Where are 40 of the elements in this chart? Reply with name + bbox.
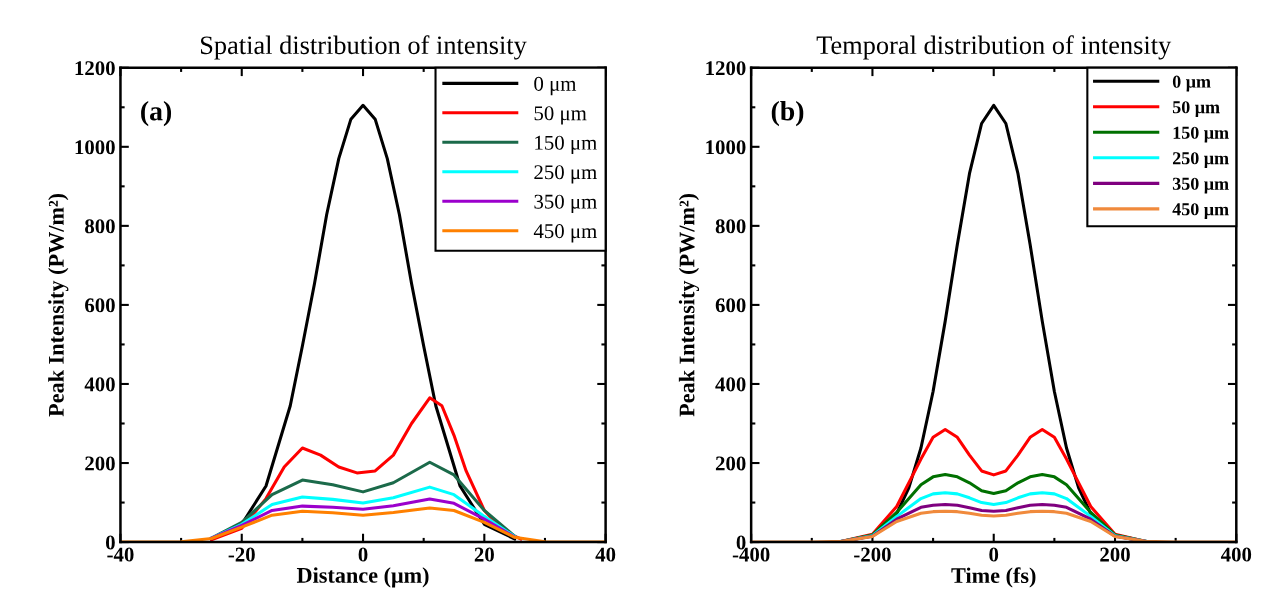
y-tick-label: 1000 bbox=[706, 140, 746, 155]
legend-label: 0 μm bbox=[1172, 75, 1211, 92]
y-tick-label: 1000 bbox=[75, 140, 115, 155]
legend-label: 250 μm bbox=[534, 165, 597, 184]
y-tick-label: 1200 bbox=[706, 61, 746, 76]
y-tick-label: 600 bbox=[85, 298, 115, 313]
legend-label: 450 μm bbox=[533, 224, 597, 243]
x-tick-label: 0 bbox=[989, 547, 999, 562]
legend-label: 450 μm bbox=[1172, 203, 1229, 220]
y-tick-label: 200 bbox=[85, 456, 115, 471]
legend-label: 150 μm bbox=[1173, 126, 1229, 143]
y-tick-label: 200 bbox=[715, 456, 746, 471]
legend-label: 350 μm bbox=[1172, 177, 1229, 194]
x-tick-label: 400 bbox=[1220, 547, 1252, 562]
chart-title: Spatial distribution of intensity bbox=[200, 35, 527, 60]
x-axis-title: Distance (μm) bbox=[296, 567, 429, 588]
legend-label: 50 μm bbox=[534, 106, 587, 125]
legend-label: 150 μm bbox=[535, 135, 597, 155]
x-tick-label: -200 bbox=[854, 547, 891, 562]
x-tick-label: 40 bbox=[595, 547, 616, 562]
legend-label: 350 μm bbox=[534, 194, 597, 213]
legend-label: 50 μm bbox=[1172, 101, 1220, 117]
y-tick-label: 400 bbox=[84, 377, 115, 392]
y-tick-label: 1200 bbox=[75, 61, 115, 76]
x-tick-label: 20 bbox=[474, 547, 494, 562]
legend-label: 0 μm bbox=[534, 76, 577, 96]
y-axis-title: Peak Intensity (PW/m²) bbox=[678, 193, 700, 417]
x-axis-title: Time (fs) bbox=[951, 567, 1036, 588]
annotation: (b) bbox=[771, 100, 804, 127]
y-axis-title: Peak Intensity (PW/m²) bbox=[48, 193, 69, 417]
y-tick-label: 800 bbox=[85, 219, 115, 234]
x-tick-label: 0 bbox=[358, 547, 368, 562]
annotation: (a) bbox=[141, 100, 172, 127]
y-tick-label: 600 bbox=[715, 298, 746, 313]
x-tick-label: -20 bbox=[228, 547, 255, 562]
y-tick-label: 400 bbox=[715, 377, 746, 392]
legend-label: 250 μm bbox=[1172, 152, 1229, 168]
y-tick-label: 800 bbox=[715, 219, 746, 234]
x-tick-label: 200 bbox=[1100, 547, 1130, 562]
chart-title: Temporal distribution of intensity bbox=[816, 35, 1172, 60]
